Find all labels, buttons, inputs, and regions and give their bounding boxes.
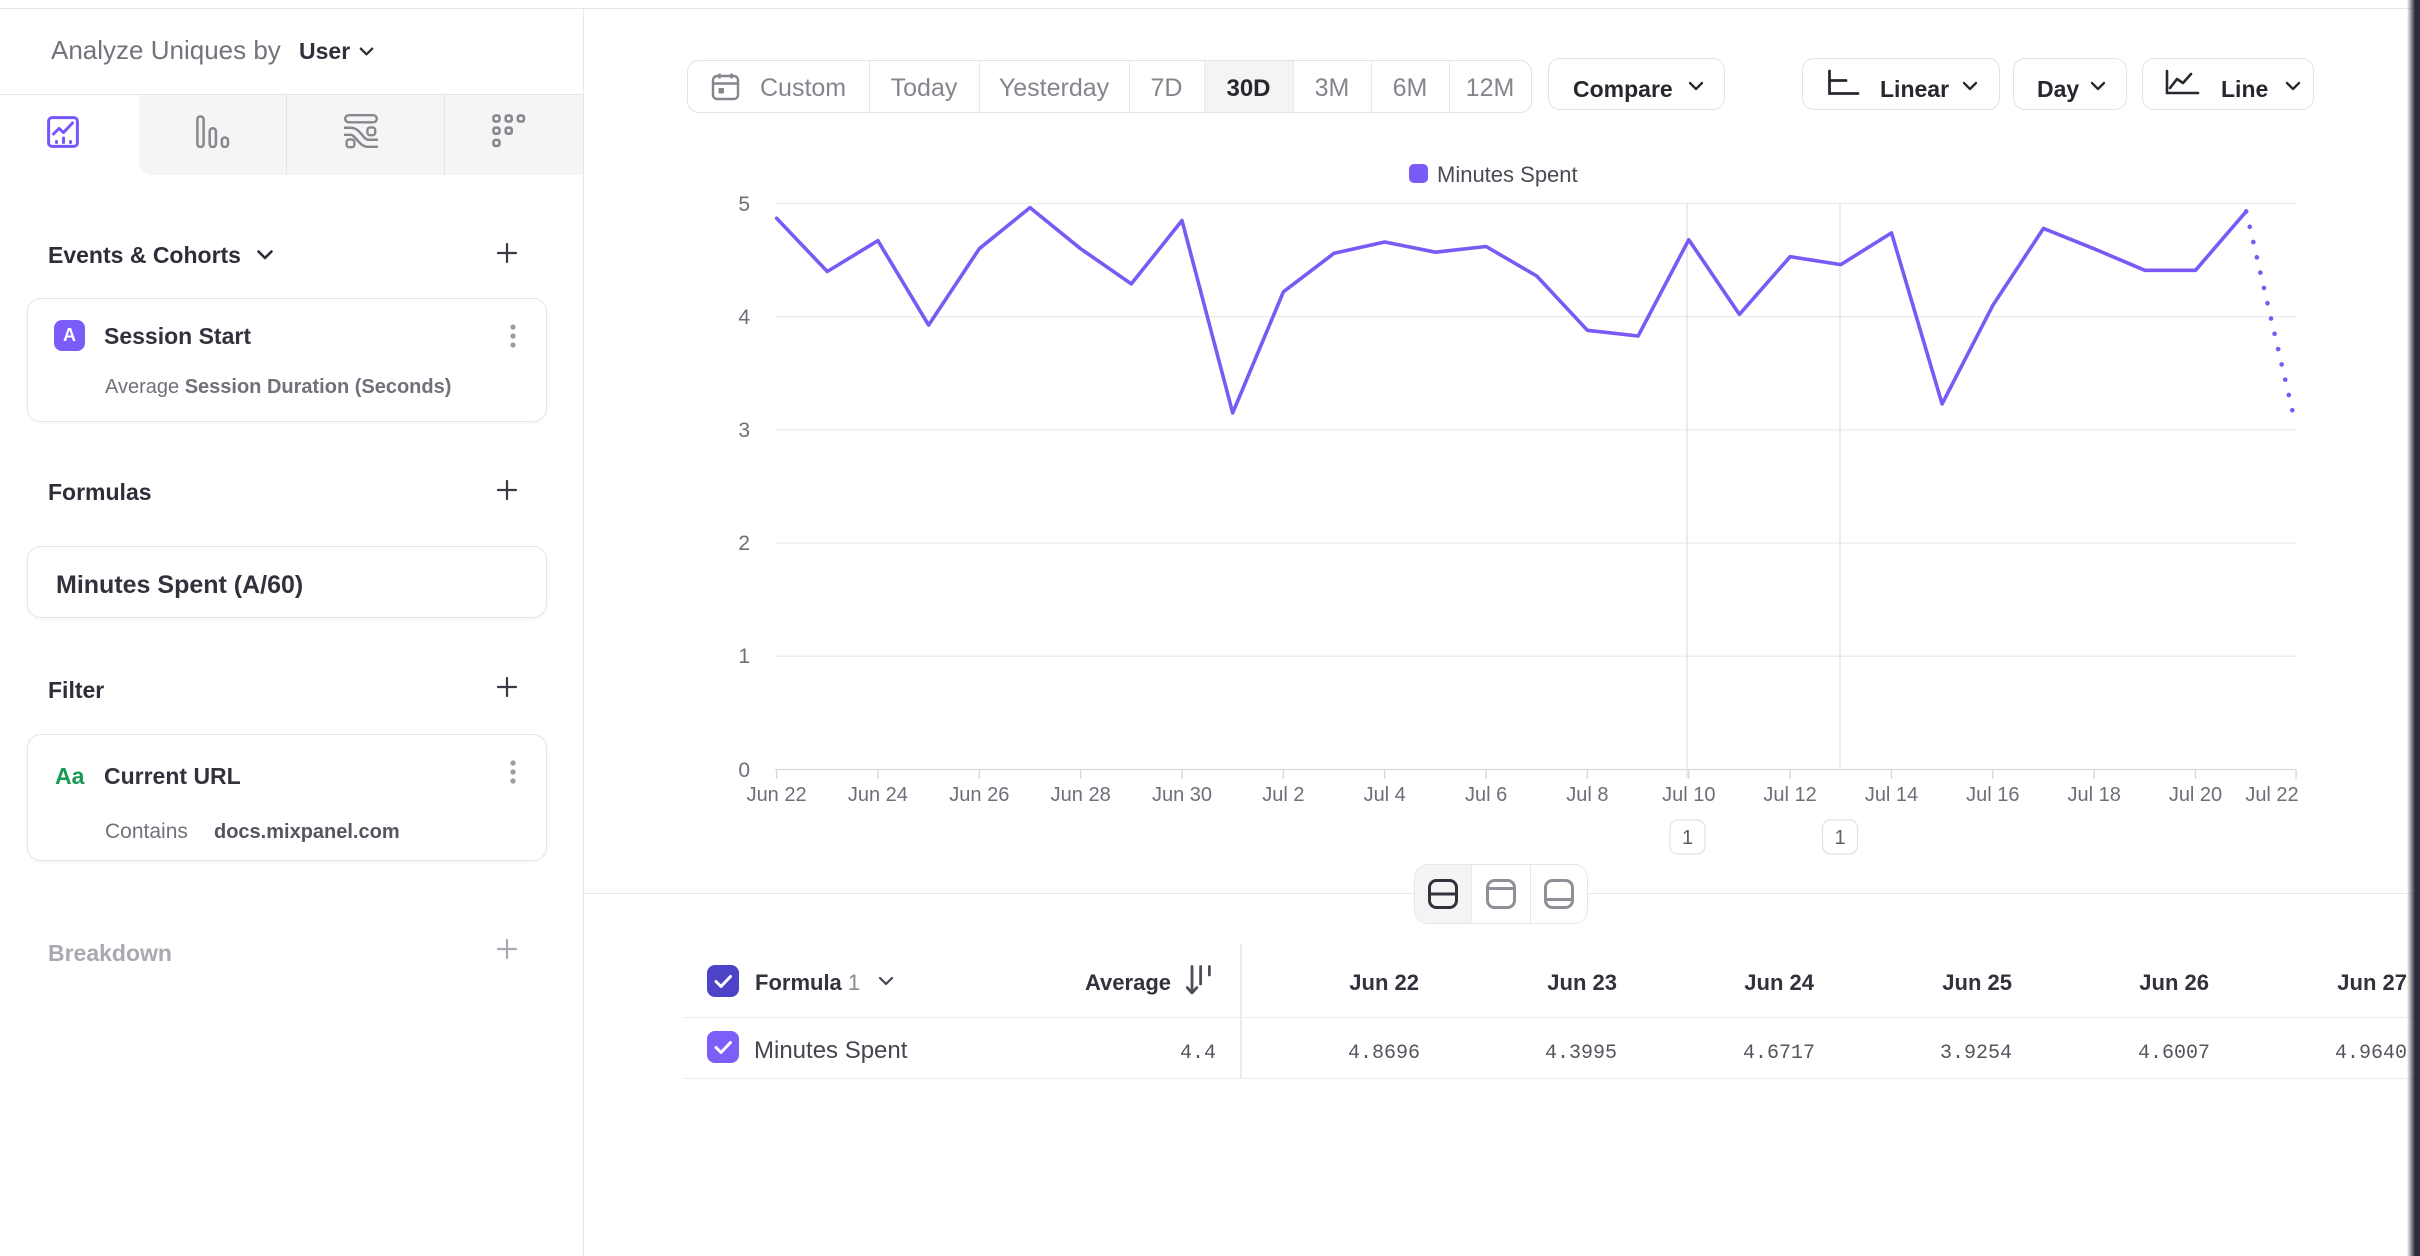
svg-text:Jul 6: Jul 6 xyxy=(1465,784,1507,806)
svg-text:Jul 22: Jul 22 xyxy=(2245,784,2298,806)
svg-text:Jun 30: Jun 30 xyxy=(1152,784,1212,806)
svg-text:Jul 20: Jul 20 xyxy=(2169,784,2222,806)
svg-text:Jul 8: Jul 8 xyxy=(1566,784,1608,806)
svg-text:1: 1 xyxy=(1682,827,1693,849)
svg-text:Jul 12: Jul 12 xyxy=(1763,784,1816,806)
svg-text:2: 2 xyxy=(738,532,750,555)
svg-text:1: 1 xyxy=(1834,827,1845,849)
svg-text:Jul 10: Jul 10 xyxy=(1662,784,1715,806)
svg-text:Jul 2: Jul 2 xyxy=(1262,784,1304,806)
svg-text:Jul 18: Jul 18 xyxy=(2068,784,2121,806)
svg-text:1: 1 xyxy=(738,645,750,668)
svg-text:Jun 28: Jun 28 xyxy=(1051,784,1111,806)
svg-text:Jul 4: Jul 4 xyxy=(1364,784,1406,806)
svg-text:Jun 22: Jun 22 xyxy=(747,784,807,806)
svg-text:Jul 16: Jul 16 xyxy=(1966,784,2019,806)
svg-text:5: 5 xyxy=(738,193,750,216)
svg-text:3: 3 xyxy=(738,419,750,442)
svg-text:4: 4 xyxy=(738,306,750,329)
svg-text:0: 0 xyxy=(738,759,750,782)
svg-text:Jun 26: Jun 26 xyxy=(949,784,1009,806)
svg-text:Jun 24: Jun 24 xyxy=(848,784,908,806)
svg-text:Jul 14: Jul 14 xyxy=(1865,784,1918,806)
